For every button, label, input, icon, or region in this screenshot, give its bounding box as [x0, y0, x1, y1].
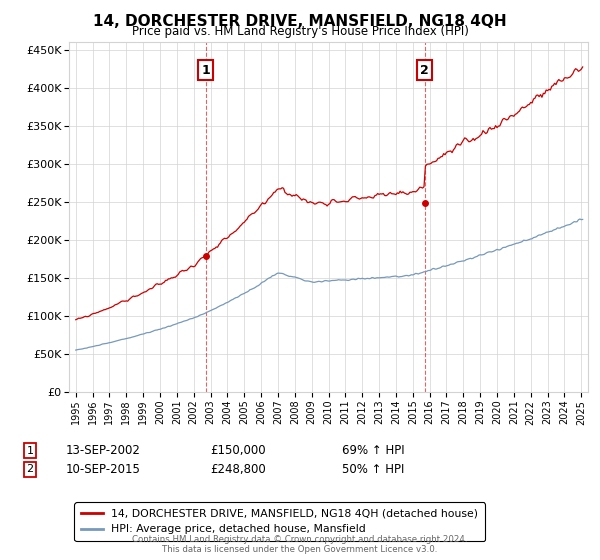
- Text: Price paid vs. HM Land Registry's House Price Index (HPI): Price paid vs. HM Land Registry's House …: [131, 25, 469, 38]
- Text: £248,800: £248,800: [210, 463, 266, 476]
- Text: 1: 1: [26, 446, 34, 456]
- Text: 13-SEP-2002: 13-SEP-2002: [66, 444, 141, 458]
- Text: 50% ↑ HPI: 50% ↑ HPI: [342, 463, 404, 476]
- Text: Contains HM Land Registry data © Crown copyright and database right 2024.
This d: Contains HM Land Registry data © Crown c…: [132, 535, 468, 554]
- Text: 2: 2: [26, 464, 34, 474]
- Text: £150,000: £150,000: [210, 444, 266, 458]
- Text: 1: 1: [201, 63, 210, 77]
- Legend: 14, DORCHESTER DRIVE, MANSFIELD, NG18 4QH (detached house), HPI: Average price, : 14, DORCHESTER DRIVE, MANSFIELD, NG18 4Q…: [74, 502, 485, 541]
- Text: 69% ↑ HPI: 69% ↑ HPI: [342, 444, 404, 458]
- Text: 10-SEP-2015: 10-SEP-2015: [66, 463, 141, 476]
- Text: 2: 2: [421, 63, 429, 77]
- Text: 14, DORCHESTER DRIVE, MANSFIELD, NG18 4QH: 14, DORCHESTER DRIVE, MANSFIELD, NG18 4Q…: [93, 14, 507, 29]
